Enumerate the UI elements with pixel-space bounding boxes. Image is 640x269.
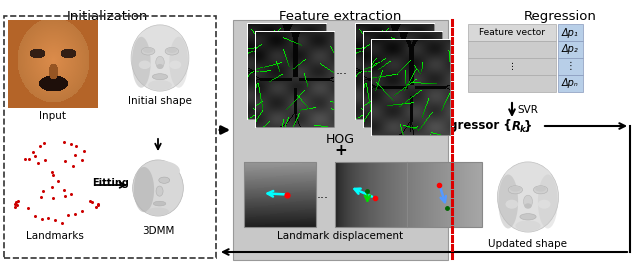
Bar [355, 23, 435, 120]
Ellipse shape [535, 186, 546, 192]
Text: Regressor {: Regressor { [432, 119, 512, 133]
Text: Δpₙ: Δpₙ [562, 79, 579, 89]
Ellipse shape [170, 37, 188, 88]
Text: 3DMM: 3DMM [142, 226, 174, 236]
Ellipse shape [156, 186, 163, 196]
Text: k: k [520, 125, 525, 133]
Bar [558, 75, 583, 92]
Ellipse shape [538, 175, 557, 228]
Ellipse shape [524, 203, 532, 209]
Text: SVR: SVR [517, 105, 538, 115]
Ellipse shape [510, 186, 521, 192]
Bar [335, 162, 482, 227]
Bar [468, 58, 556, 75]
Ellipse shape [132, 160, 183, 216]
Text: ...: ... [317, 188, 329, 201]
Text: Initialization: Initialization [67, 10, 148, 23]
Text: R: R [512, 119, 521, 133]
Text: ...: ... [336, 63, 348, 76]
Text: HOG: HOG [326, 133, 355, 146]
Bar [364, 32, 442, 127]
Bar [468, 75, 556, 92]
Ellipse shape [508, 186, 523, 194]
Bar [468, 24, 556, 41]
Text: Feature vector: Feature vector [479, 28, 545, 37]
Ellipse shape [154, 201, 166, 206]
Text: Δp₁: Δp₁ [562, 27, 579, 37]
Bar [8, 20, 98, 108]
Ellipse shape [152, 74, 168, 80]
Ellipse shape [157, 64, 163, 69]
Text: Fitting: Fitting [93, 178, 129, 188]
Ellipse shape [520, 214, 536, 220]
Ellipse shape [131, 25, 189, 91]
Bar [4, 16, 216, 258]
Bar [233, 20, 448, 260]
Ellipse shape [143, 48, 153, 53]
Bar [248, 24, 326, 119]
Ellipse shape [499, 175, 518, 228]
Ellipse shape [170, 61, 181, 69]
Bar [256, 32, 334, 127]
Ellipse shape [147, 207, 169, 215]
Ellipse shape [165, 47, 179, 55]
Ellipse shape [497, 162, 559, 232]
Ellipse shape [141, 161, 180, 181]
Bar [247, 23, 327, 120]
Bar [468, 41, 556, 58]
Text: ⋮: ⋮ [508, 62, 516, 71]
Text: +: + [334, 143, 347, 158]
Text: Updated shape: Updated shape [488, 239, 568, 249]
Bar [372, 40, 450, 135]
Ellipse shape [139, 61, 150, 69]
Ellipse shape [506, 200, 518, 209]
Bar [356, 24, 434, 119]
Ellipse shape [538, 200, 550, 209]
Text: Regression: Regression [524, 10, 596, 23]
Ellipse shape [148, 80, 172, 90]
Bar [371, 39, 451, 136]
Bar [558, 58, 583, 75]
Ellipse shape [138, 27, 182, 51]
Text: }: } [524, 119, 532, 133]
Text: Landmarks: Landmarks [26, 231, 84, 241]
Ellipse shape [134, 167, 154, 212]
Ellipse shape [132, 37, 150, 88]
Bar [558, 41, 583, 58]
Text: Input: Input [40, 111, 67, 121]
Text: Feature extraction: Feature extraction [279, 10, 401, 23]
Text: Initial shape: Initial shape [128, 96, 192, 106]
Ellipse shape [533, 186, 548, 194]
Bar [558, 24, 583, 41]
Bar [363, 31, 443, 128]
Ellipse shape [156, 56, 164, 68]
Ellipse shape [515, 220, 541, 231]
Ellipse shape [141, 47, 155, 55]
Text: Landmark displacement: Landmark displacement [277, 231, 404, 241]
Ellipse shape [167, 48, 177, 53]
Text: Δp₂: Δp₂ [562, 44, 579, 55]
Bar [255, 31, 335, 128]
Ellipse shape [524, 195, 532, 208]
Ellipse shape [159, 177, 170, 183]
Ellipse shape [504, 165, 552, 190]
Bar [244, 162, 316, 227]
Text: ⋮: ⋮ [565, 62, 575, 72]
